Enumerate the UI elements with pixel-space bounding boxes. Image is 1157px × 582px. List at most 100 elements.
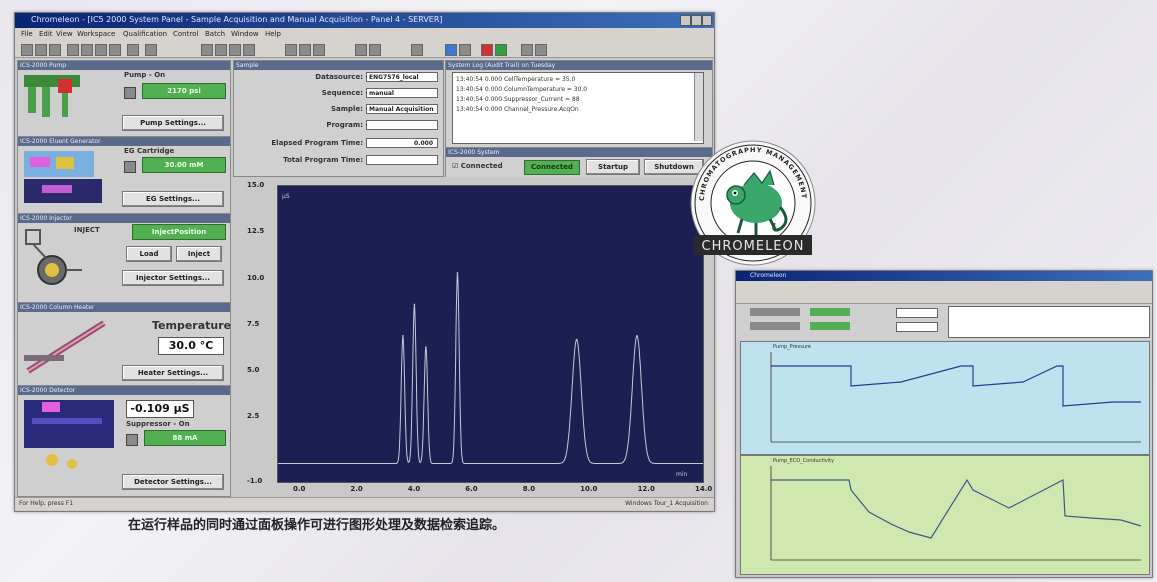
autoscale-icon[interactable] (313, 44, 325, 56)
menu-edit[interactable]: Edit (39, 30, 53, 38)
system-panel-title: ICS-2000 System (446, 148, 712, 157)
y-tick-label: -1.0 (247, 477, 263, 485)
layout-icon[interactable] (145, 44, 157, 56)
y-tick-label: 5.0 (247, 366, 260, 374)
conductivity-trace-label: Pump_ECD_Conductivity (773, 458, 835, 464)
new-icon[interactable] (21, 44, 33, 56)
detector-panel: ICS-2000 Detector -0.109 µS Suppressor -… (17, 385, 231, 497)
panel-icon[interactable] (201, 44, 213, 56)
eg-toggle[interactable] (124, 161, 136, 173)
x-tick-label: 14.0 (695, 485, 713, 493)
conductivity-value: -0.109 µS (126, 400, 194, 418)
y-tick-label: 12.5 (247, 227, 265, 236)
menu-batch[interactable]: Batch (205, 30, 226, 38)
connected-checkbox-label: Connected (460, 162, 503, 170)
zoom-out-icon[interactable] (299, 44, 311, 56)
secondary-toolbar (736, 291, 1152, 304)
sequence-field[interactable]: manual (366, 88, 438, 98)
status-bar: For Help, press F1 Windows Tour_1 Acquis… (15, 497, 714, 510)
load-button[interactable]: Load (126, 246, 172, 262)
suppressor-current-value: 88 mA (144, 430, 226, 446)
sample-field[interactable]: Manual Acquisition (366, 104, 438, 114)
print-icon[interactable] (67, 44, 79, 56)
injector-panel: ICS-2000 Injector INJECT InjectPosition … (17, 213, 231, 303)
menu-view[interactable]: View (56, 30, 73, 38)
open-icon[interactable] (35, 44, 47, 56)
system-panel: ICS-2000 System ☑ Connected Connected St… (445, 147, 713, 179)
peak-apex-4 (456, 272, 459, 274)
maximize-icon[interactable] (691, 15, 702, 26)
program-field[interactable] (366, 120, 438, 130)
menu-workspace[interactable]: Workspace (77, 30, 116, 38)
run-icon[interactable] (495, 44, 507, 56)
audit-scrollbar[interactable] (694, 73, 703, 141)
chromatogram-plot[interactable]: µS min (277, 185, 704, 483)
y-tick-label: 2.5 (247, 412, 260, 421)
minimize-icon[interactable] (680, 15, 691, 26)
peak-icon[interactable] (369, 44, 381, 56)
sample-panel: Sample Datasource: ENG7576_local Sequenc… (233, 60, 444, 177)
integrate-icon[interactable] (355, 44, 367, 56)
detector-cell-icon (24, 400, 114, 469)
secondary-log-list[interactable] (948, 306, 1150, 338)
secondary-window: Chromeleon Pump_Pressure Pump_ECD_Conduc… (735, 270, 1153, 578)
sequence-label: Sequence: (321, 89, 363, 97)
x-tick-label: 4.0 (407, 485, 421, 493)
injector-valve-icon (25, 229, 82, 285)
stop-icon[interactable] (459, 44, 471, 56)
detector-settings-button[interactable]: Detector Settings... (122, 474, 224, 490)
total-time-field (366, 155, 438, 165)
x-tick-label: 12.0 (637, 485, 655, 493)
x-tick-label: 0.0 (292, 485, 306, 493)
main-window: Chromeleon - [IC5 2000 System Panel - Sa… (14, 12, 715, 512)
x-tick-label: 2.0 (350, 485, 363, 493)
column-heater-icon (24, 320, 106, 374)
copy-icon[interactable] (95, 44, 107, 56)
pressure-trace-label: Pump_Pressure (773, 344, 811, 350)
cursor-icon[interactable] (411, 44, 423, 56)
menu-control[interactable]: Control (173, 30, 199, 38)
status-left: For Help, press F1 (19, 500, 74, 507)
window-title: Chromeleon - [IC5 2000 System Panel - Sa… (31, 15, 443, 24)
inject-button[interactable]: Inject (176, 246, 222, 262)
eluent-panel-title: ICS-2000 Eluent Generator (18, 137, 230, 146)
grid-icon[interactable] (215, 44, 227, 56)
secondary-title-bar: Chromeleon (736, 271, 1152, 281)
pump-toggle[interactable] (124, 87, 136, 99)
connected-checkbox[interactable]: ☑ Connected (452, 162, 503, 170)
menu-qualification[interactable]: Qualification (123, 30, 168, 38)
save-icon[interactable] (49, 44, 61, 56)
pump-status-label: Pump - On (124, 71, 166, 79)
menu-help[interactable]: Help (265, 30, 281, 38)
suppressor-toggle[interactable] (126, 434, 138, 446)
column-panel-title: ICS-2000 Column Heater (18, 303, 230, 312)
injector-state-value: InjectPosition (132, 224, 226, 240)
datasource-field[interactable]: ENG7576_local (366, 72, 438, 82)
peak-apex-3 (425, 346, 427, 348)
close-icon[interactable] (702, 15, 712, 26)
eg-settings-button[interactable]: EG Settings... (122, 191, 224, 207)
report-icon[interactable] (243, 44, 255, 56)
injector-settings-button[interactable]: Injector Settings... (122, 270, 224, 286)
chameleon-figure-icon (726, 169, 788, 235)
help-icon[interactable] (521, 44, 533, 56)
context-help-icon[interactable] (535, 44, 547, 56)
menu-file[interactable]: File (21, 30, 33, 38)
heater-settings-button[interactable]: Heater Settings... (122, 365, 224, 381)
zoom-icon[interactable] (285, 44, 297, 56)
peak-apex-5 (575, 338, 578, 341)
startup-button[interactable]: Startup (586, 159, 640, 175)
sample-panel-title: Sample (234, 61, 443, 70)
cut-icon[interactable] (81, 44, 93, 56)
conductivity-trace-panel: Pump_ECD_Conductivity (740, 455, 1150, 575)
eg-cartridge-label: EG Cartridge (124, 147, 175, 155)
acquire-icon[interactable] (445, 44, 457, 56)
audit-log-list[interactable]: 13:40:54 0.000 CellTemperature = 35.0 13… (452, 72, 704, 144)
menu-window[interactable]: Window (231, 30, 259, 38)
paste-icon[interactable] (109, 44, 121, 56)
undo-icon[interactable] (127, 44, 139, 56)
title-bar: Chromeleon - [IC5 2000 System Panel - Sa… (15, 13, 714, 28)
pump-settings-button[interactable]: Pump Settings... (122, 115, 224, 131)
table-icon[interactable] (229, 44, 241, 56)
record-icon[interactable] (481, 44, 493, 56)
